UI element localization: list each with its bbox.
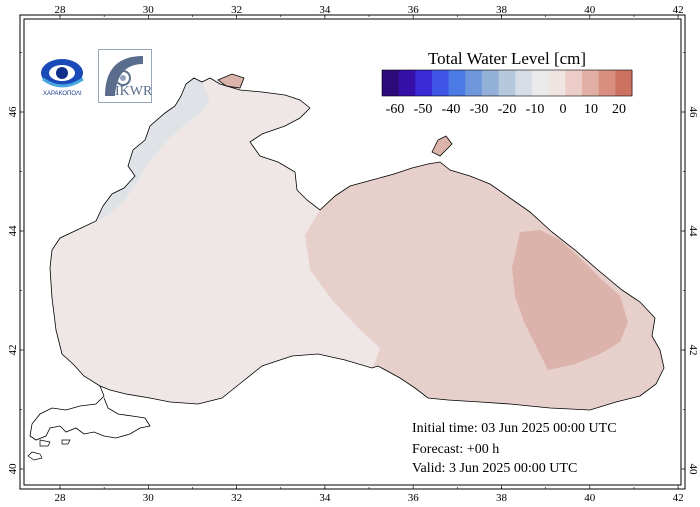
valid-text: Valid: 3 Jun 2025 00:00 UTC <box>412 461 578 476</box>
colorbar-swatch <box>382 70 400 96</box>
colorbar-swatch <box>598 70 616 96</box>
kerch-inlet <box>432 136 452 156</box>
top-lon-label: 42 <box>673 4 684 16</box>
initial-time-text: Initial time: 03 Jun 2025 00:00 UTC <box>412 421 617 436</box>
left-lat-label: 44 <box>7 225 19 237</box>
sea-surface <box>50 74 664 410</box>
top-lon-label: 28 <box>55 4 67 16</box>
bosphorus-outline <box>27 451 43 461</box>
sea-east-hotspot <box>512 230 628 370</box>
bottom-lon-label: 36 <box>408 492 420 504</box>
top-lon-label: 38 <box>496 4 508 16</box>
azov-coastline <box>217 73 245 89</box>
bottom-lon-label: 34 <box>319 492 331 504</box>
colorbar-swatch <box>515 70 533 96</box>
colorbar-tick-label: -20 <box>498 102 517 117</box>
colorbar-tick-label: -30 <box>470 102 489 117</box>
colorbar-swatch <box>565 70 583 96</box>
top-lon-label: 36 <box>408 4 420 16</box>
left-lat-label: 40 <box>7 463 19 475</box>
colorbar-swatch <box>432 70 450 96</box>
eye-logo-icon <box>41 59 84 88</box>
left-lat-label: 46 <box>7 106 19 118</box>
top-lon-label: 30 <box>143 4 155 16</box>
colorbar-swatch <box>465 70 483 96</box>
bottom-lon-label: 30 <box>143 492 155 504</box>
colorbar-swatches <box>382 70 633 96</box>
marmara-island <box>39 439 51 447</box>
colorbar-swatch <box>615 70 633 96</box>
right-lat-label: 40 <box>687 464 699 476</box>
colorbar-swatch <box>582 70 600 96</box>
logo-left-text: ΧΑΡΑΚΟΠΟΛΙ <box>43 91 82 97</box>
colorbar-swatch <box>482 70 500 96</box>
top-lon-label: 32 <box>231 4 242 16</box>
colorbar-tick-labels: -60 -50 -40 -30 -20 -10 0 10 20 <box>386 102 626 117</box>
axis-ticks: 28 30 32 34 36 38 40 42 28 30 32 34 36 38 40 42 46 44 42 40… <box>7 4 699 504</box>
marmara-island-2 <box>61 439 71 445</box>
logo-right-text: IKWR <box>115 84 153 99</box>
map-frame-outer <box>19 14 686 490</box>
colorbar-tick-label: -60 <box>386 102 405 117</box>
colorbar-tick-label: 20 <box>612 102 626 117</box>
colorbar-tick-label: 0 <box>560 102 567 117</box>
left-lat-label: 42 <box>7 345 19 356</box>
colorbar-frame <box>381 69 633 97</box>
colorbar-tick-label: -50 <box>414 102 433 117</box>
bottom-lon-label: 42 <box>673 492 684 504</box>
bottom-lon-label: 28 <box>55 492 67 504</box>
logo-right: IKWR <box>98 49 152 103</box>
right-lat-label: 44 <box>687 226 699 238</box>
kerch-coastline <box>431 135 453 157</box>
colorbar: Total Water Level [cm] -60 -50 -40 -30 -20 -1… <box>381 49 633 117</box>
colorbar-swatch <box>548 70 566 96</box>
bottom-lon-label: 32 <box>231 492 242 504</box>
wave-logo-icon <box>105 56 143 96</box>
colorbar-swatch <box>415 70 433 96</box>
colorbar-swatch <box>532 70 550 96</box>
marmara-coastline <box>29 385 151 441</box>
colorbar-tick-label: 10 <box>584 102 598 117</box>
right-lat-label: 42 <box>687 345 699 356</box>
logo-left: ΧΑΡΑΚΟΠΟΛΙ <box>31 49 94 101</box>
bottom-lon-label: 40 <box>584 492 596 504</box>
top-lon-label: 34 <box>319 4 331 16</box>
colorbar-title: Total Water Level [cm] <box>428 49 586 68</box>
sea-coastal-shelf <box>96 78 210 221</box>
top-lon-label: 40 <box>584 4 596 16</box>
right-lat-label: 46 <box>687 107 699 119</box>
colorbar-tick-label: -40 <box>442 102 461 117</box>
bottom-lon-label: 38 <box>496 492 508 504</box>
colorbar-swatch <box>398 70 416 96</box>
colorbar-swatch <box>498 70 516 96</box>
colorbar-swatch <box>448 70 466 96</box>
colorbar-tick-label: -10 <box>526 102 545 117</box>
forecast-text: Forecast: +00 h <box>412 442 500 457</box>
coastline <box>49 77 665 411</box>
